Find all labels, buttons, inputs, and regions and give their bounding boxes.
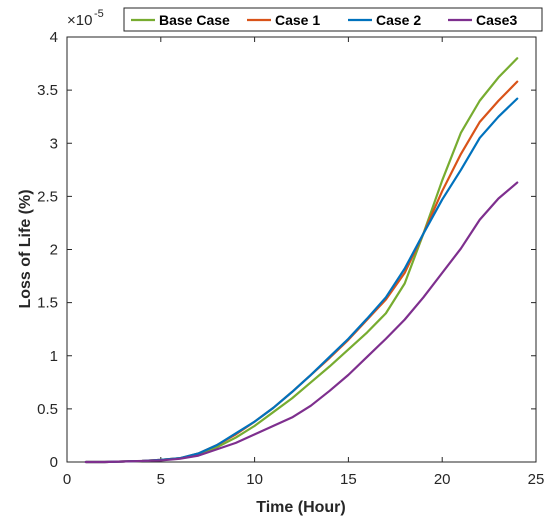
y-tick-label: 0.5: [37, 401, 58, 418]
y-exponent: ×10 -5: [67, 8, 104, 29]
series-line-case3: [84, 181, 519, 464]
y-tick-label: 2: [50, 242, 58, 259]
legend-label-base-case: Base Case: [159, 12, 230, 28]
y-exponent-base: ×10: [67, 12, 92, 29]
x-tick-label: 5: [157, 471, 165, 488]
x-tick-label: 15: [340, 471, 357, 488]
y-tick-label: 3: [50, 135, 58, 152]
legend-label-case-2: Case 2: [376, 12, 421, 28]
y-tick-label: 0: [50, 454, 58, 471]
x-tick-label: 0: [63, 471, 71, 488]
series-layer: [84, 57, 519, 464]
axes: [66, 36, 537, 463]
y-tick-label: 1.5: [37, 295, 58, 312]
legend-box: [123, 7, 543, 32]
legend: Base Case Case 1 Case 2 Case3: [123, 7, 543, 32]
legend-label-case-1: Case 1: [275, 12, 320, 28]
y-tick-label: 1: [50, 348, 58, 365]
x-tick-label: 10: [246, 471, 263, 488]
x-tick-label: 25: [528, 471, 545, 488]
y-axis-label: Loss of Life (%): [17, 189, 34, 308]
x-axis-label: Time (Hour): [256, 499, 345, 516]
y-tick-label: 2.5: [37, 188, 58, 205]
plot-area: [66, 36, 537, 463]
x-tick-label: 20: [434, 471, 451, 488]
ticks: 0 5 10 15 20 25 0 0.5 1 1.5 2 2.5 3 3.5 4: [37, 29, 544, 488]
y-tick-label: 4: [50, 29, 58, 46]
y-tick-label: 3.5: [37, 82, 58, 99]
legend-label-case3: Case3: [476, 12, 517, 28]
y-exponent-power: -5: [94, 8, 104, 20]
